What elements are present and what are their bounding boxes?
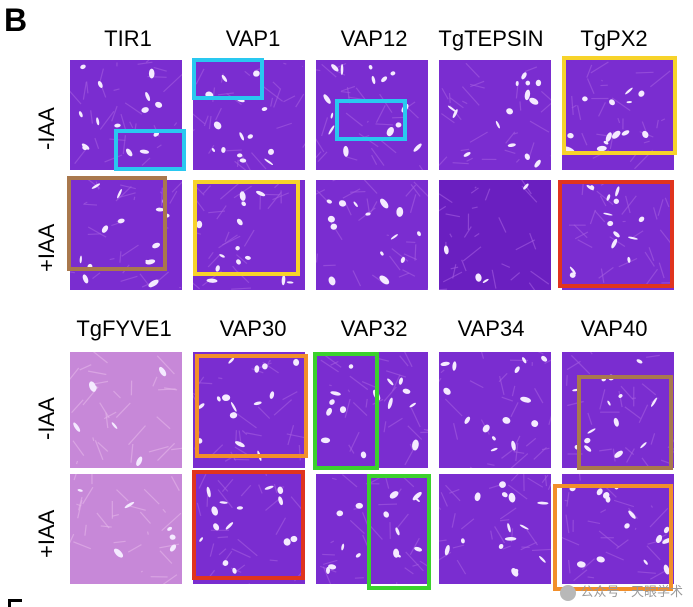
row-label-plus-iaa: +IAA [34,509,59,558]
next-panel-edge-mark [8,599,22,607]
micrograph-tile [439,60,551,170]
micrograph-tile [562,474,674,584]
micrograph-tile [193,180,305,290]
row-label-minus-iaa: -IAA [34,107,59,150]
micrograph-tile [316,352,428,468]
highlight-box-red [558,180,674,288]
panel-letter: B [4,2,28,38]
highlight-box-green [313,352,379,470]
column-label-tgtepsin: TgTEPSIN [438,26,544,51]
micrograph-tile [193,352,305,468]
column-label-vap40: VAP40 [580,316,648,341]
micrograph-tile [439,474,551,584]
micrograph-tile [70,60,182,170]
micrograph-tile [562,180,674,290]
highlight-box-brown [67,176,167,271]
highlight-box-cyan [192,58,264,100]
highlight-box-yellow [193,180,300,276]
highlight-box-brown [577,375,673,470]
micrograph-tile [439,352,551,468]
watermark-text: 公众号 · 天眼学术 [580,584,683,600]
micrograph-tile [316,180,428,290]
highlight-box-yellow [562,56,677,155]
highlight-box-green [367,474,431,590]
column-label-vap1: VAP1 [225,26,281,51]
row-label-minus-iaa: -IAA [34,397,59,440]
watermark: 公众号 · 天眼学术 [560,581,683,601]
micrograph-tile [439,180,551,290]
micrograph-tile [316,474,428,584]
micrograph-tile [193,474,305,584]
micrograph-tile [70,352,182,468]
column-label-tgpx2: TgPX2 [580,26,648,51]
column-label-vap34: VAP34 [457,316,525,341]
column-label-vap32: VAP32 [340,316,408,341]
micrograph-tile [70,474,182,584]
wechat-icon [560,585,577,601]
column-label-vap30: VAP30 [219,316,287,341]
highlight-box-orange [195,354,308,458]
column-label-tgfyve1: TgFYVE1 [76,316,172,341]
column-label-tir1: TIR1 [104,26,152,51]
highlight-box-orange [553,484,673,591]
highlight-box-red [192,470,305,580]
row-label-plus-iaa: +IAA [34,223,59,272]
column-label-vap12: VAP12 [340,26,408,51]
highlight-box-cyan [114,129,186,171]
highlight-box-cyan [335,99,407,141]
